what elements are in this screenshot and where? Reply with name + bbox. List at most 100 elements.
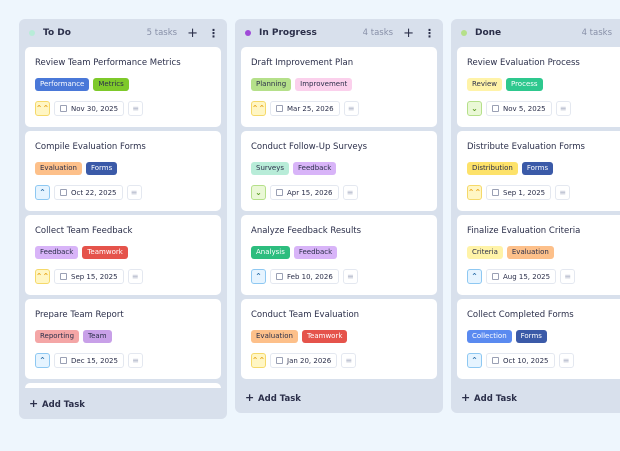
tag: Evaluation [35, 162, 82, 175]
task-card[interactable]: Review Team Performance Metrics Performan… [25, 47, 221, 127]
due-date[interactable]: Dec 15, 2025 [54, 353, 124, 368]
card-footer: ⌄ Apr 15, 2026 ≡ [251, 185, 427, 200]
card-footer: ⌃⌃ Mar 25, 2026 ≡ [251, 101, 427, 116]
calendar-icon [60, 273, 67, 280]
more-options-icon[interactable]: ⋮ [208, 26, 219, 40]
description-icon[interactable]: ≡ [555, 185, 571, 200]
calendar-icon [492, 189, 499, 196]
description-icon[interactable]: ≡ [342, 185, 358, 200]
tag: Team [83, 330, 112, 343]
priority-medium-icon[interactable]: ⌃ [251, 269, 266, 284]
tag: Surveys [251, 162, 289, 175]
task-card[interactable]: Finalize Evaluation Criteria Criteria Eval… [457, 215, 620, 295]
description-icon[interactable]: ≡ [560, 269, 576, 284]
tag: Forms [521, 162, 554, 175]
task-card[interactable]: Conduct Team Evaluation Evaluation Teamwor… [241, 299, 437, 379]
tag: Teamwork [82, 246, 128, 259]
due-date[interactable]: Aug 15, 2025 [486, 269, 557, 284]
column-title: Done [475, 28, 502, 38]
task-card[interactable]: Prepare Team Report Reporting Team ⌃ Dec 15,… [25, 299, 221, 379]
add-task-button[interactable]: + Add Task [461, 391, 517, 404]
tag-list: Analysis Feedback [251, 246, 427, 259]
description-icon[interactable]: ≡ [343, 101, 359, 116]
priority-medium-icon[interactable]: ⌃ [35, 353, 50, 368]
tag: Analysis [251, 246, 290, 259]
tag: Collection [467, 330, 512, 343]
task-count: 4 tasks [362, 28, 394, 38]
due-date[interactable]: Nov 5, 2025 [486, 101, 552, 116]
description-icon[interactable]: ≡ [127, 353, 143, 368]
description-icon[interactable]: ≡ [558, 353, 574, 368]
due-date-text: Oct 10, 2025 [503, 356, 549, 365]
due-date[interactable]: Oct 10, 2025 [486, 353, 555, 368]
description-icon[interactable]: ≡ [126, 185, 142, 200]
task-count: 4 tasks [581, 28, 612, 38]
due-date[interactable]: Sep 1, 2025 [486, 185, 552, 200]
task-title: Collect Completed Forms [467, 310, 574, 320]
due-date-text: Sep 15, 2025 [71, 272, 118, 281]
due-date[interactable]: Jan 20, 2026 [270, 353, 338, 368]
task-card[interactable]: Analyze Feedback Results Analysis Feedback… [241, 215, 437, 295]
tag-list: Planning Improvement [251, 78, 427, 91]
task-title: Review Evaluation Process [467, 58, 580, 68]
priority-medium-icon[interactable]: ⌃ [35, 185, 50, 200]
task-card[interactable]: Compile Evaluation Forms Evaluation Forms ⌃… [25, 131, 221, 211]
calendar-icon [60, 105, 67, 112]
description-icon[interactable]: ≡ [555, 101, 571, 116]
priority-high-icon[interactable]: ⌃⌃ [35, 101, 50, 116]
description-icon[interactable]: ≡ [341, 353, 357, 368]
card-footer: ⌄ Nov 5, 2025 ≡ [467, 101, 610, 116]
priority-high-icon[interactable]: ⌃⌃ [251, 101, 266, 116]
priority-medium-icon[interactable]: ⌃ [467, 353, 482, 368]
more-options-icon[interactable]: ⋮ [424, 26, 435, 40]
task-title: Conduct Team Evaluation [251, 310, 360, 320]
add-task-button[interactable]: + Add Task [245, 391, 301, 404]
add-task-label: Add Task [42, 400, 85, 410]
due-date[interactable]: Nov 30, 2025 [54, 101, 125, 116]
due-date[interactable]: Mar 25, 2026 [270, 101, 340, 116]
task-card[interactable]: Collect Completed Forms Collection Forms ⌃ O… [457, 299, 620, 379]
tag-list: Collection Forms [467, 330, 610, 343]
due-date[interactable]: Apr 15, 2026 [270, 185, 339, 200]
priority-high-icon[interactable]: ⌃⌃ [467, 185, 482, 200]
task-card[interactable]: Distribute Evaluation Forms Distribution F… [457, 131, 620, 211]
task-title: Collect Team Feedback [35, 226, 133, 236]
due-date-text: Nov 5, 2025 [503, 104, 546, 113]
add-task-button[interactable]: + Add Task [29, 397, 85, 410]
due-date[interactable]: Oct 22, 2025 [54, 185, 123, 200]
task-card[interactable]: Collect Team Feedback Feedback Teamwork ⌃⌃ S… [25, 215, 221, 295]
calendar-icon [276, 357, 283, 364]
due-date-text: Aug 15, 2025 [503, 272, 551, 281]
priority-high-icon[interactable]: ⌃⌃ [35, 269, 50, 284]
task-card[interactable]: Conduct Follow-Up Surveys Surveys Feedback… [241, 131, 437, 211]
description-icon[interactable]: ≡ [127, 269, 143, 284]
description-icon[interactable]: ≡ [342, 269, 358, 284]
card-footer: ⌃ Oct 22, 2025 ≡ [35, 185, 211, 200]
plus-icon: + [29, 397, 43, 410]
description-icon[interactable]: ≡ [128, 101, 144, 116]
tag: Planning [251, 78, 292, 91]
priority-low-icon[interactable]: ⌄ [467, 101, 482, 116]
card-footer: ⌃ Oct 10, 2025 ≡ [467, 353, 610, 368]
task-title: Distribute Evaluation Forms [467, 142, 585, 152]
status-dot-icon [29, 30, 35, 36]
task-title: Conduct Follow-Up Surveys [251, 142, 368, 152]
priority-medium-icon[interactable]: ⌃ [467, 269, 482, 284]
task-card[interactable]: Review Evaluation Process Review Process ⌄ N… [457, 47, 620, 127]
column-done: Done 4 tasks Review Evaluation Process Revi… [451, 19, 620, 413]
due-date[interactable]: Feb 10, 2026 [270, 269, 339, 284]
task-title: Draft Improvement Plan [251, 58, 354, 68]
priority-low-icon[interactable]: ⌄ [251, 185, 266, 200]
due-date[interactable]: Sep 15, 2025 [54, 269, 124, 284]
status-dot-icon [461, 30, 467, 36]
due-date-text: Apr 15, 2026 [287, 188, 333, 197]
column-title: To Do [43, 28, 71, 38]
tag: Improvement [295, 78, 353, 91]
task-card[interactable]: Draft Improvement Plan Planning Improvemen… [241, 47, 437, 127]
priority-high-icon[interactable]: ⌃⌃ [251, 353, 266, 368]
column-header: To Do 5 tasks + ⋮ [19, 19, 227, 47]
add-icon[interactable]: + [187, 25, 198, 41]
add-icon[interactable]: + [403, 25, 414, 41]
calendar-icon [492, 357, 499, 364]
task-card-partial[interactable] [25, 383, 221, 388]
